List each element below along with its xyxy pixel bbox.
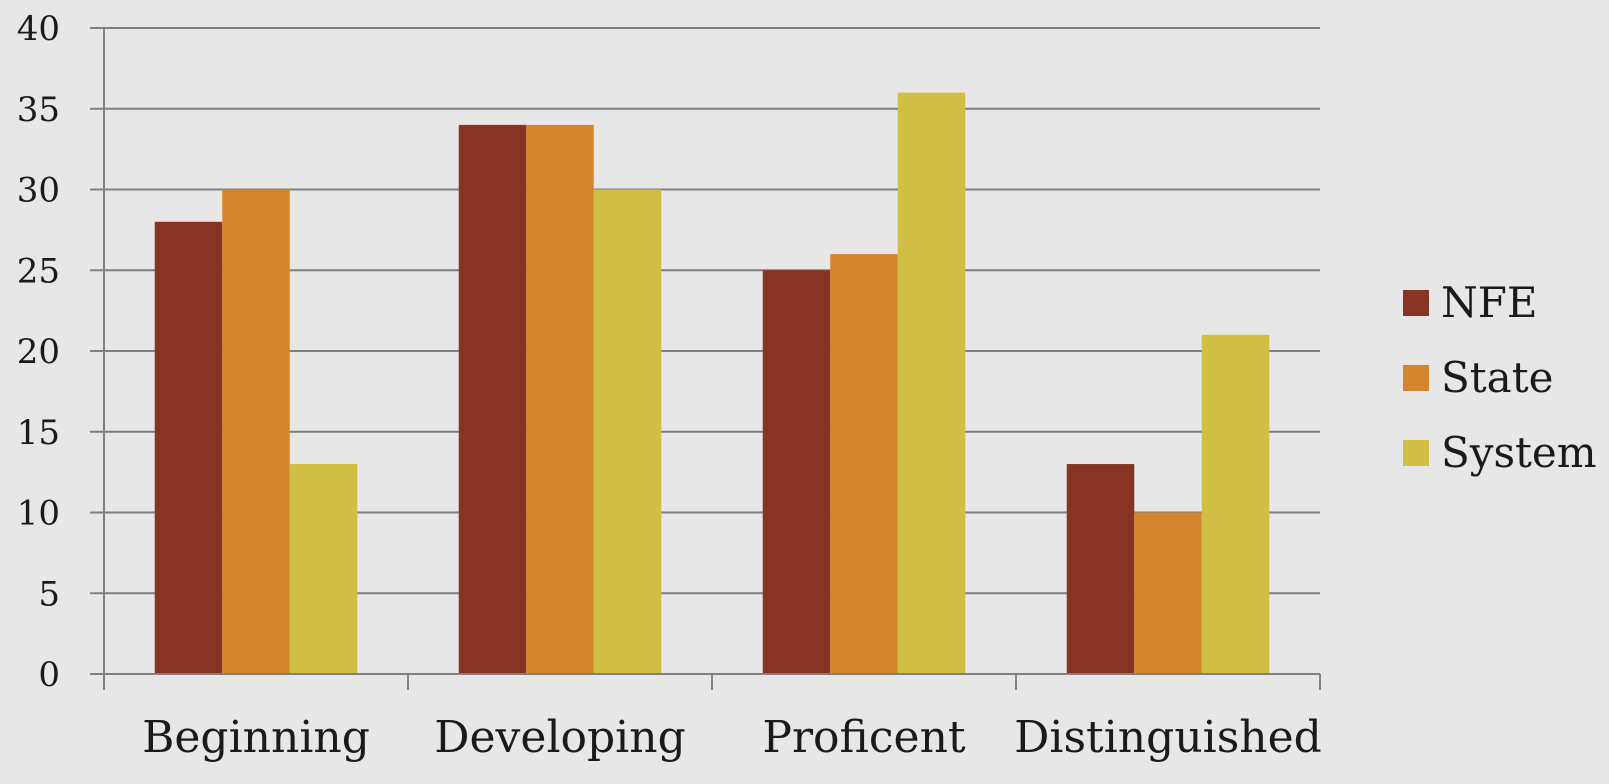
- legend-label-system: System: [1441, 428, 1597, 477]
- bar-state-developing: [526, 124, 594, 674]
- bar-nfe-distinguished: [1066, 464, 1135, 674]
- bar-system-beginning: [289, 464, 358, 674]
- bar-state-distinguished: [1134, 512, 1202, 674]
- x-axis-category-labels: Beginning Developing Proficent Distinguishe…: [142, 712, 1322, 763]
- y-tick-label: 25: [17, 251, 60, 291]
- bar-system-developing: [593, 189, 662, 674]
- bar-state-proficent: [830, 254, 898, 674]
- y-tick-label: 5: [38, 574, 60, 614]
- bar-nfe-beginning: [154, 221, 223, 675]
- x-category-label: Distinguished: [1014, 712, 1322, 763]
- legend-label-state: State: [1441, 353, 1553, 402]
- y-tick-label: 40: [17, 9, 60, 49]
- x-category-label: Beginning: [142, 712, 370, 763]
- x-category-label: Proficent: [762, 712, 965, 763]
- legend-label-nfe: NFE: [1441, 278, 1538, 327]
- y-tick-label: 20: [17, 332, 60, 372]
- bar-system-proficent: [897, 92, 966, 675]
- y-tick-label: 10: [17, 494, 60, 534]
- y-axis-tick-labels: 0 5 10 15 20 25 30 35 40: [17, 9, 60, 695]
- legend: NFE State System: [1403, 278, 1597, 477]
- legend-swatch-system: [1403, 440, 1429, 466]
- bars: [154, 92, 1270, 675]
- y-tick-label: 0: [38, 655, 60, 695]
- axes: [90, 27, 1321, 690]
- y-tick-label: 35: [17, 90, 60, 130]
- bar-system-distinguished: [1201, 334, 1270, 674]
- bar-nfe-proficent: [762, 270, 831, 674]
- bar-nfe-developing: [458, 124, 527, 674]
- bar-state-beginning: [222, 189, 290, 674]
- x-category-label: Developing: [434, 712, 686, 763]
- y-tick-label: 15: [17, 413, 60, 453]
- legend-swatch-state: [1403, 365, 1429, 391]
- y-tick-label: 30: [17, 171, 60, 211]
- legend-swatch-nfe: [1403, 290, 1429, 316]
